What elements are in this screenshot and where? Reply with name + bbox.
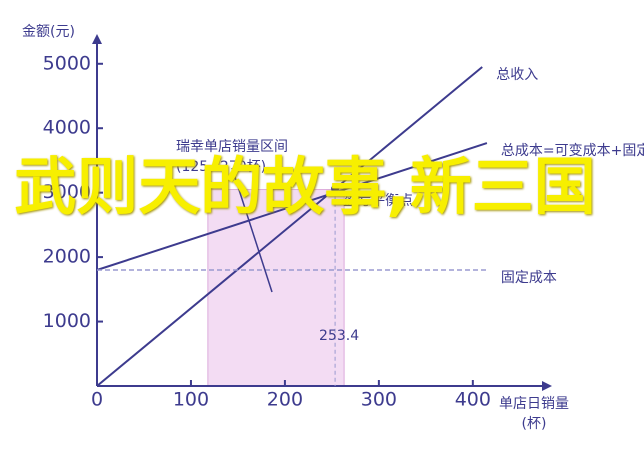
zone-label: 瑞幸单店销量区间 bbox=[176, 139, 288, 155]
overlay-text: 武则天的故事,新三国 bbox=[14, 150, 596, 223]
y-tick-label: 3000 bbox=[43, 181, 91, 203]
series-line bbox=[96, 142, 488, 271]
series-label: 固定成本 bbox=[501, 270, 557, 286]
x-axis-label: (杯) bbox=[522, 416, 547, 432]
break-even-point bbox=[331, 184, 340, 193]
arrow bbox=[542, 381, 552, 391]
x-tick-label: 400 bbox=[455, 389, 491, 411]
x-axis-label: 单店日销量 bbox=[499, 396, 569, 412]
y-tick-label: 1000 bbox=[43, 310, 91, 332]
x-tick-label: 100 bbox=[173, 389, 209, 411]
y-tick-label: 5000 bbox=[43, 52, 91, 74]
break-even-x-label: 253.4 bbox=[319, 328, 359, 344]
y-tick-label: 4000 bbox=[43, 117, 91, 139]
break-even-label: 盈亏平衡点 bbox=[343, 193, 413, 209]
y-tick-label: 2000 bbox=[43, 246, 91, 268]
y-axis-label: 金额(元) bbox=[22, 24, 75, 40]
series-line bbox=[96, 66, 483, 387]
series-label: 总收入 bbox=[496, 67, 538, 83]
arrow bbox=[92, 34, 102, 44]
zone-sublabel: (125~270杯) bbox=[176, 159, 266, 175]
x-tick-label: 200 bbox=[267, 389, 303, 411]
series-label: 总成本=可变成本+固定成本 bbox=[501, 143, 644, 159]
x-tick-label: 0 bbox=[91, 389, 103, 411]
zone bbox=[207, 189, 345, 387]
x-tick-label: 300 bbox=[361, 389, 397, 411]
leader bbox=[231, 167, 273, 293]
